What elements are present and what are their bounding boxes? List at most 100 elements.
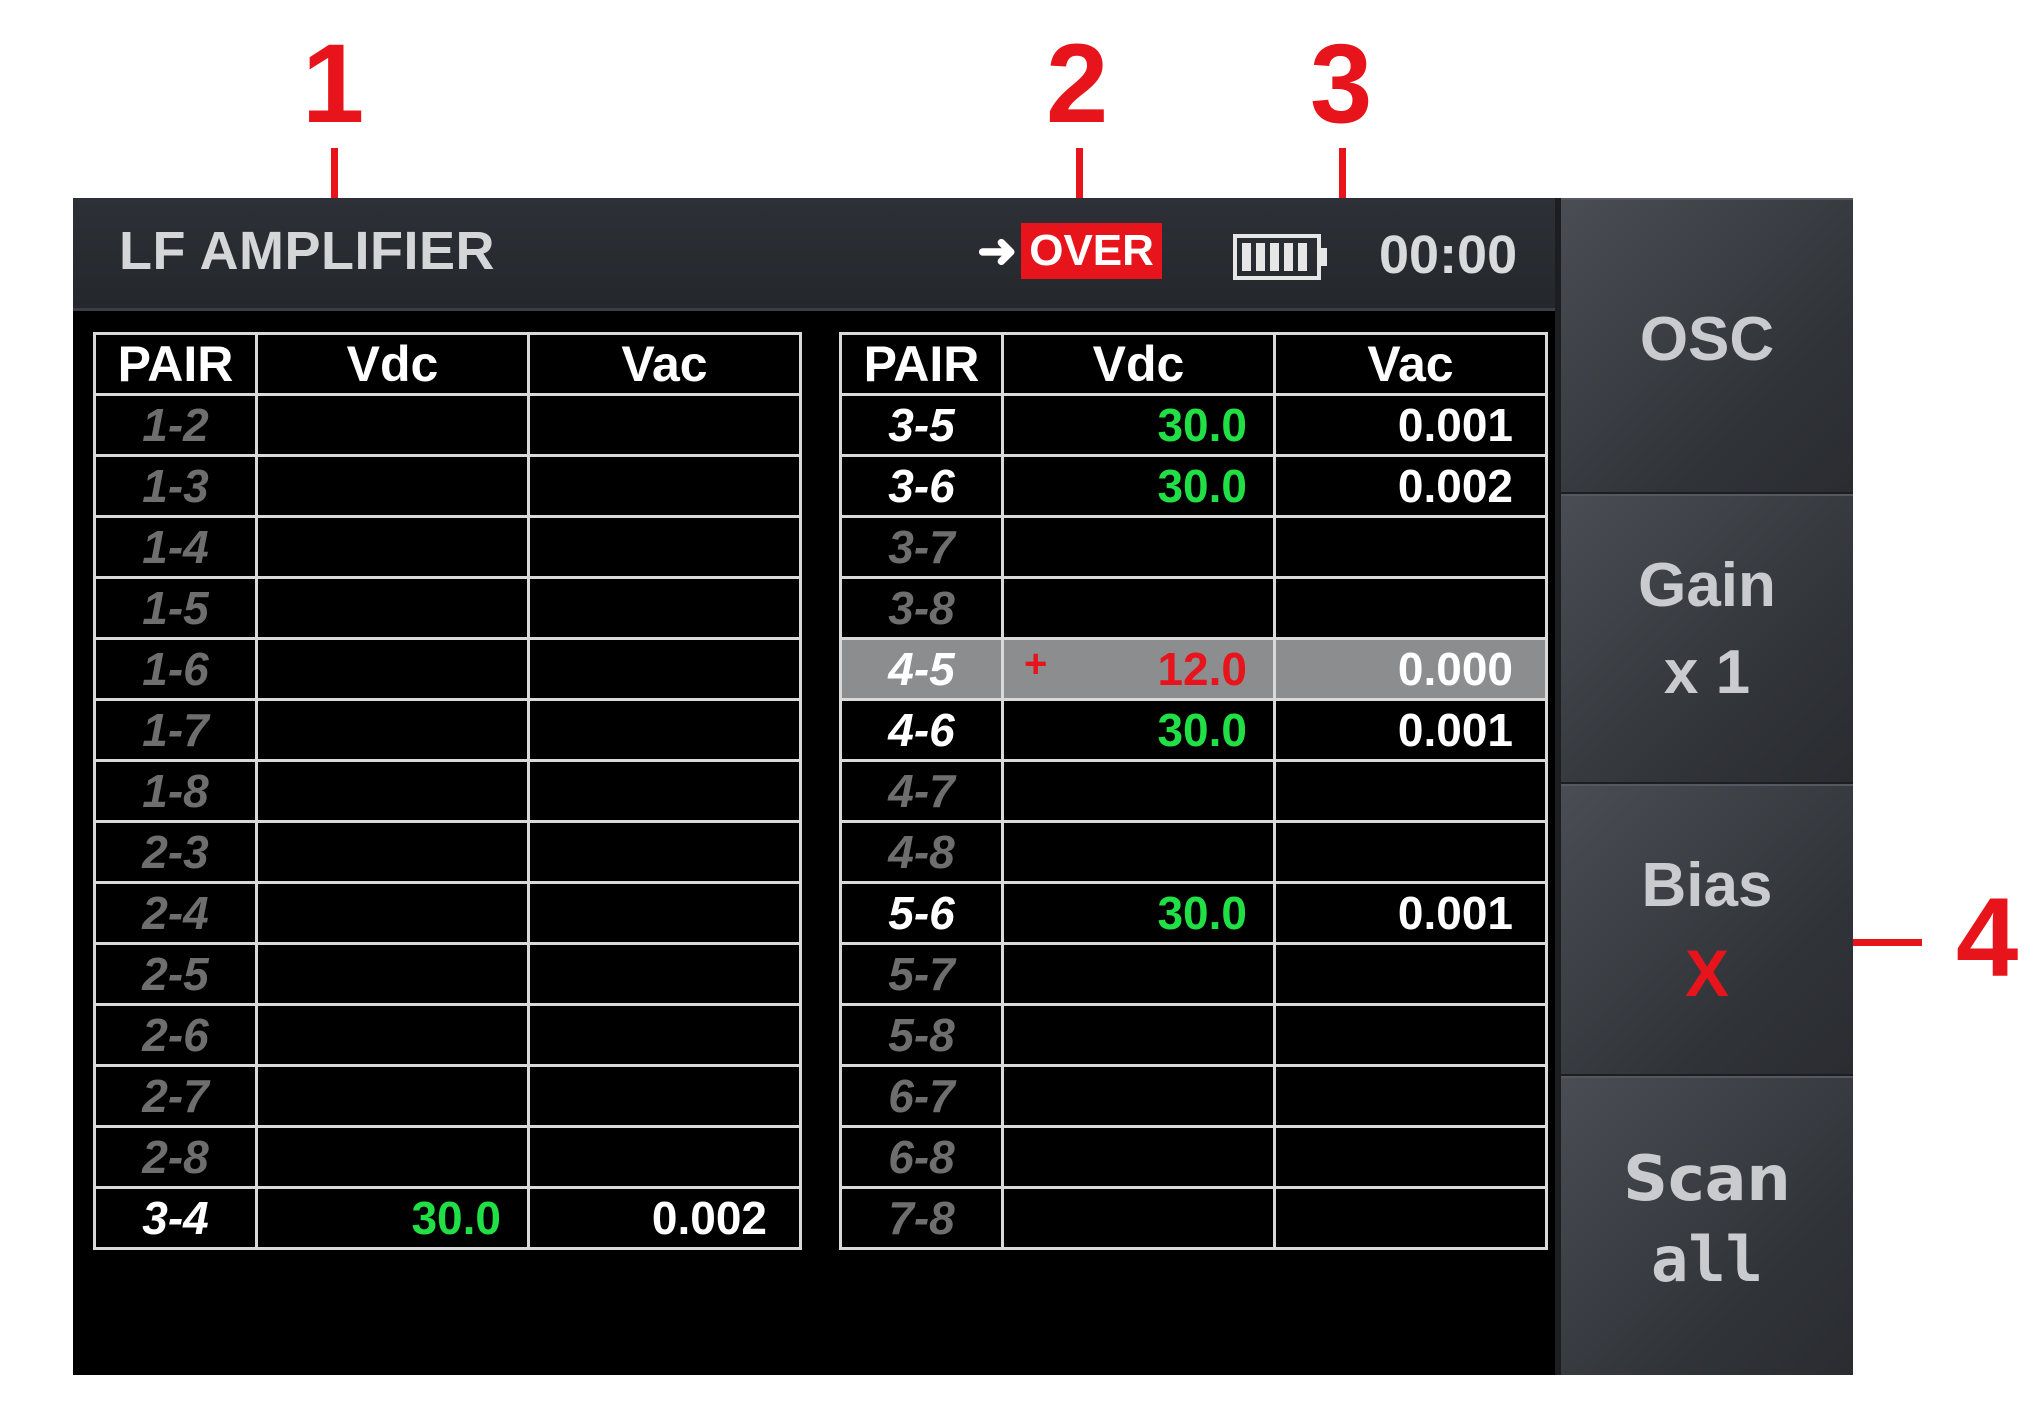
gain-button-value: x 1 <box>1663 638 1751 707</box>
pair-cell: 5-8 <box>839 1003 1004 1067</box>
pair-cell: 5-7 <box>839 942 1004 1006</box>
vac-cell <box>527 1003 802 1067</box>
table-row[interactable]: 5-8 <box>839 1003 1548 1067</box>
table-row[interactable]: 3-6 30.0 0.002 <box>839 454 1548 518</box>
vac-cell <box>1273 820 1548 884</box>
table-row[interactable]: 3-8 <box>839 576 1548 640</box>
callout-2-line <box>1076 148 1083 208</box>
table-row[interactable]: 2-7 <box>93 1064 802 1128</box>
column-header-pair: PAIR <box>839 332 1004 396</box>
table-row[interactable]: 2-3 <box>93 820 802 884</box>
table-row[interactable]: 2-4 <box>93 881 802 945</box>
vdc-cell <box>255 454 530 518</box>
pair-cell: 4-6 <box>839 698 1004 762</box>
pair-cell: 1-3 <box>93 454 258 518</box>
pair-cell: 1-2 <box>93 393 258 457</box>
column-header-pair: PAIR <box>93 332 258 396</box>
table-row[interactable]: 5-6 30.0 0.001 <box>839 881 1548 945</box>
callout-2: 2 <box>1046 21 1109 146</box>
table-row[interactable]: 6-7 <box>839 1064 1548 1128</box>
vdc-cell: +12.0 <box>1001 637 1276 701</box>
vdc-cell <box>255 1064 530 1128</box>
vac-cell <box>1273 515 1548 579</box>
vac-cell <box>527 393 802 457</box>
callout-4-line <box>1838 939 1922 946</box>
pair-cell: 2-6 <box>93 1003 258 1067</box>
scan-all-button[interactable]: Scan all <box>1561 1076 1853 1375</box>
pair-cell: 2-5 <box>93 942 258 1006</box>
table-row[interactable]: 2-5 <box>93 942 802 1006</box>
over-label: OVER <box>1021 223 1162 279</box>
vac-cell <box>527 576 802 640</box>
pair-cell: 3-5 <box>839 393 1004 457</box>
table-row-selected[interactable]: 4-5 +12.0 0.000 <box>839 637 1548 701</box>
table-row[interactable]: 2-8 <box>93 1125 802 1189</box>
scan-all-button-value: all <box>1651 1223 1763 1296</box>
pair-cell: 1-6 <box>93 637 258 701</box>
table-row[interactable]: 3-4 30.0 0.002 <box>93 1186 802 1250</box>
vac-cell <box>527 759 802 823</box>
vac-cell <box>1273 1186 1548 1250</box>
pair-cell: 3-4 <box>93 1186 258 1250</box>
device-screen: LF AMPLIFIER ➜ OVER 00:00 PAIR Vdc Vac 1… <box>73 198 1853 1375</box>
pair-cell: 4-7 <box>839 759 1004 823</box>
pair-cell: 1-5 <box>93 576 258 640</box>
pair-cell: 1-4 <box>93 515 258 579</box>
table-row[interactable]: 2-6 <box>93 1003 802 1067</box>
pair-cell: 5-6 <box>839 881 1004 945</box>
vac-cell: 0.001 <box>1273 881 1548 945</box>
table-row[interactable]: 3-7 <box>839 515 1548 579</box>
vdc-cell <box>255 393 530 457</box>
vdc-value: 12.0 <box>1157 643 1247 695</box>
table-row[interactable]: 6-8 <box>839 1125 1548 1189</box>
table-row[interactable]: 5-7 <box>839 942 1548 1006</box>
vac-cell <box>527 942 802 1006</box>
table-row[interactable]: 4-8 <box>839 820 1548 884</box>
table-row[interactable]: 4-6 30.0 0.001 <box>839 698 1548 762</box>
table-row[interactable]: 1-3 <box>93 454 802 518</box>
vac-cell <box>527 515 802 579</box>
vac-cell: 0.001 <box>1273 393 1548 457</box>
bias-button[interactable]: Bias X <box>1561 784 1853 1074</box>
pair-cell: 4-5 <box>839 637 1004 701</box>
app-title: LF AMPLIFIER <box>119 221 495 281</box>
callout-4: 4 <box>1956 875 2019 1000</box>
vdc-cell: 30.0 <box>1001 454 1276 518</box>
osc-button[interactable]: OSC <box>1561 198 1853 492</box>
table-row[interactable]: 1-6 <box>93 637 802 701</box>
vac-cell: 0.002 <box>527 1186 802 1250</box>
table-row[interactable]: 1-4 <box>93 515 802 579</box>
callout-1: 1 <box>302 21 365 146</box>
table-row[interactable]: 1-2 <box>93 393 802 457</box>
clock: 00:00 <box>1379 225 1518 285</box>
vdc-cell: 30.0 <box>1001 393 1276 457</box>
table-row[interactable]: 1-5 <box>93 576 802 640</box>
table-row[interactable]: 7-8 <box>839 1186 1548 1250</box>
osc-button-label: OSC <box>1639 305 1775 374</box>
vdc-cell <box>255 698 530 762</box>
vdc-cell <box>255 1125 530 1189</box>
pair-cell: 6-7 <box>839 1064 1004 1128</box>
vdc-cell <box>255 637 530 701</box>
column-header-vdc: Vdc <box>1001 332 1276 396</box>
table-row[interactable]: 4-7 <box>839 759 1548 823</box>
side-button-panel: OSC Gain x 1 Bias X Scan all <box>1555 198 1853 1375</box>
gain-button-label: Gain <box>1638 551 1776 620</box>
vac-cell <box>527 881 802 945</box>
vdc-cell <box>1001 1064 1276 1128</box>
pair-cell: 1-8 <box>93 759 258 823</box>
table-row[interactable]: 1-7 <box>93 698 802 762</box>
bias-button-label: Bias <box>1641 851 1773 920</box>
pair-cell: 4-8 <box>839 820 1004 884</box>
polarity-sign: + <box>1024 642 1048 686</box>
table-row[interactable]: 3-5 30.0 0.001 <box>839 393 1548 457</box>
bias-button-value: X <box>1684 936 1730 1010</box>
column-header-vac: Vac <box>1273 332 1548 396</box>
pair-cell: 7-8 <box>839 1186 1004 1250</box>
table-row[interactable]: 1-8 <box>93 759 802 823</box>
battery-full-icon <box>1233 234 1327 280</box>
vac-cell <box>527 637 802 701</box>
vac-cell <box>1273 1125 1548 1189</box>
gain-button[interactable]: Gain x 1 <box>1561 494 1853 782</box>
vac-cell <box>527 1125 802 1189</box>
